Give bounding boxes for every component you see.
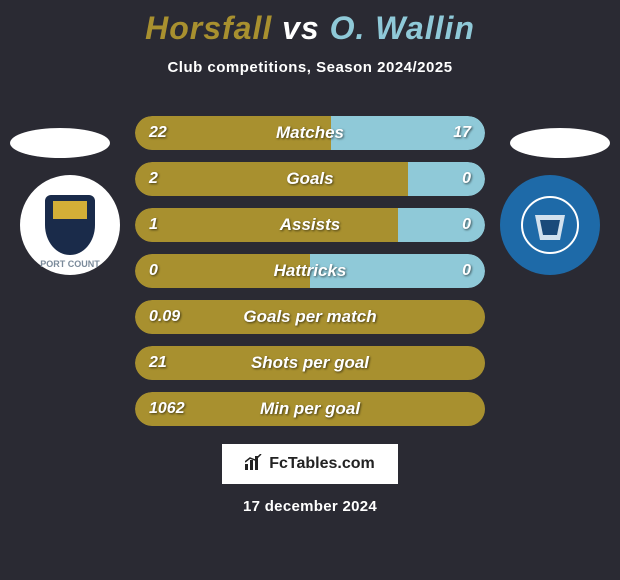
comparison-title: Horsfall vs O. Wallin <box>0 0 620 47</box>
stat-label: Goals <box>135 169 485 189</box>
stat-label: Goals per match <box>135 307 485 327</box>
stat-label: Matches <box>135 123 485 143</box>
club-badge-left: PORT COUNT <box>20 175 120 275</box>
logo-text: FcTables.com <box>269 455 375 473</box>
stat-bars: 2217Matches 20Goals 10Assists 00Hattricks 0.… <box>135 116 485 426</box>
stat-label: Shots per goal <box>135 353 485 373</box>
vs-text: vs <box>282 10 320 46</box>
chart-icon <box>245 454 263 475</box>
stat-row: 2217Matches <box>135 116 485 150</box>
subtitle: Club competitions, Season 2024/2025 <box>0 59 620 76</box>
stat-row: 00Hattricks <box>135 254 485 288</box>
fctables-logo[interactable]: FcTables.com <box>222 444 398 484</box>
stat-label: Hattricks <box>135 261 485 281</box>
player-left-name: Horsfall <box>145 10 272 46</box>
ellipse-right <box>510 128 610 158</box>
stat-row: 21Shots per goal <box>135 346 485 380</box>
stat-row: 20Goals <box>135 162 485 196</box>
stat-label: Min per goal <box>135 399 485 419</box>
club-badge-right <box>500 175 600 275</box>
ellipse-left <box>10 128 110 158</box>
stat-row: 10Assists <box>135 208 485 242</box>
stat-row: 0.09Goals per match <box>135 300 485 334</box>
stat-row: 1062Min per goal <box>135 392 485 426</box>
club-crest-icon <box>520 195 580 255</box>
badge-left-text: PORT COUNT <box>40 259 100 269</box>
date-text: 17 december 2024 <box>0 498 620 515</box>
player-right-name: O. Wallin <box>330 10 475 46</box>
stat-label: Assists <box>135 215 485 235</box>
shield-icon <box>45 195 95 255</box>
